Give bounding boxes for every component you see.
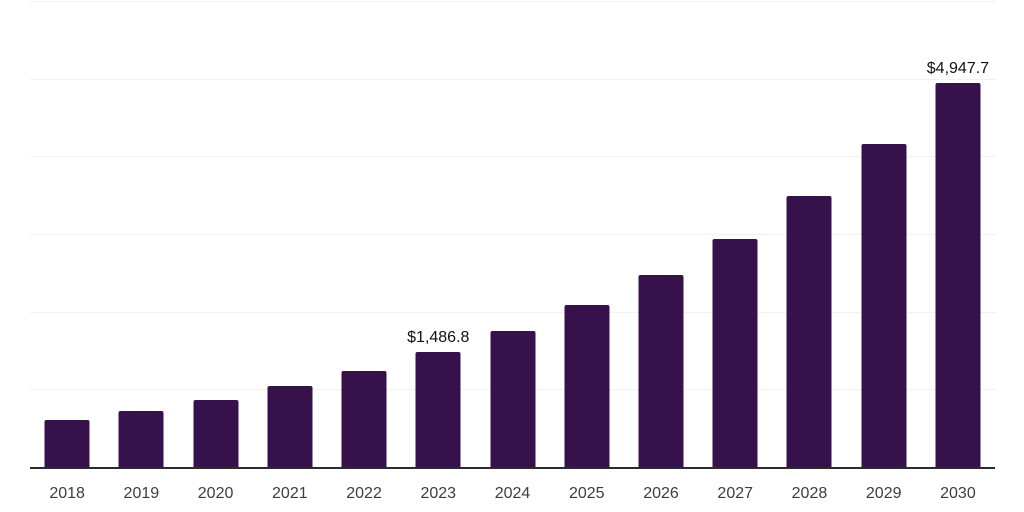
gridline-6000	[30, 1, 995, 2]
bar-2020	[193, 400, 239, 467]
x-axis-tick-label-2019: 2019	[123, 485, 160, 502]
bar-2026	[638, 275, 684, 467]
bar-2018	[44, 419, 90, 467]
x-axis-tick-label-2023: 2023	[420, 485, 457, 502]
bar-slot-2018	[30, 1, 104, 467]
x-axis-tick-label-2021: 2021	[272, 485, 308, 502]
plot-area: $1,486.8 $4,947.7	[30, 1, 995, 467]
x-axis-line	[30, 467, 995, 469]
bar-2019	[118, 411, 164, 467]
x-axis-tick-label-2025: 2025	[568, 485, 605, 502]
gridline-3000	[30, 234, 995, 235]
bar-2030	[935, 82, 981, 467]
bar-2029	[861, 143, 907, 467]
bar-slot-2020	[178, 1, 252, 467]
bar-slot-2029	[847, 1, 921, 467]
x-axis-tick-label-2024: 2024	[494, 485, 531, 502]
bar-2022	[341, 371, 387, 467]
bar-slot-2027	[698, 1, 772, 467]
bar-slot-2026	[624, 1, 698, 467]
x-axis: 2018 2019 2020 2021 2022 2023 2024 2025 2026 2027…	[30, 486, 995, 502]
bar-slot-2022	[327, 1, 401, 467]
bar-slot-2021	[253, 1, 327, 467]
bar-2027	[712, 238, 758, 467]
gridline-4000	[30, 156, 995, 158]
bar-2023	[415, 351, 461, 467]
x-axis-tick-label-2018: 2018	[49, 485, 85, 502]
x-axis-tick-label-2028: 2028	[791, 485, 828, 502]
bar-slot-2030: $4,947.7	[921, 1, 995, 467]
x-axis-tick-label-2020: 2020	[197, 485, 234, 502]
bar-2028	[786, 196, 832, 467]
bar-value-label-2030: $4,947.7	[926, 59, 990, 77]
bar-2024	[490, 330, 536, 467]
bar-slot-2024	[475, 1, 549, 467]
gridline-2000	[30, 311, 995, 313]
bar-2025	[564, 305, 610, 467]
x-axis-tick-label-2029: 2029	[865, 485, 902, 502]
bar-slot-2019	[104, 1, 178, 467]
x-axis-tick-label-2030: 2030	[940, 485, 976, 502]
bar-slot-2023: $1,486.8	[401, 1, 475, 467]
bar-slot-2025	[550, 1, 624, 467]
bar-value-label-2023: $1,486.8	[407, 328, 470, 346]
bars-row: $1,486.8 $4,947.7	[30, 1, 995, 467]
x-axis-tick-label-2026: 2026	[643, 485, 679, 502]
bar-2021	[267, 386, 313, 467]
x-axis-tick-label-2027: 2027	[717, 485, 754, 502]
gridline-5000	[30, 78, 995, 80]
bar-slot-2028	[772, 1, 846, 467]
x-axis-tick-label-2022: 2022	[346, 485, 382, 502]
